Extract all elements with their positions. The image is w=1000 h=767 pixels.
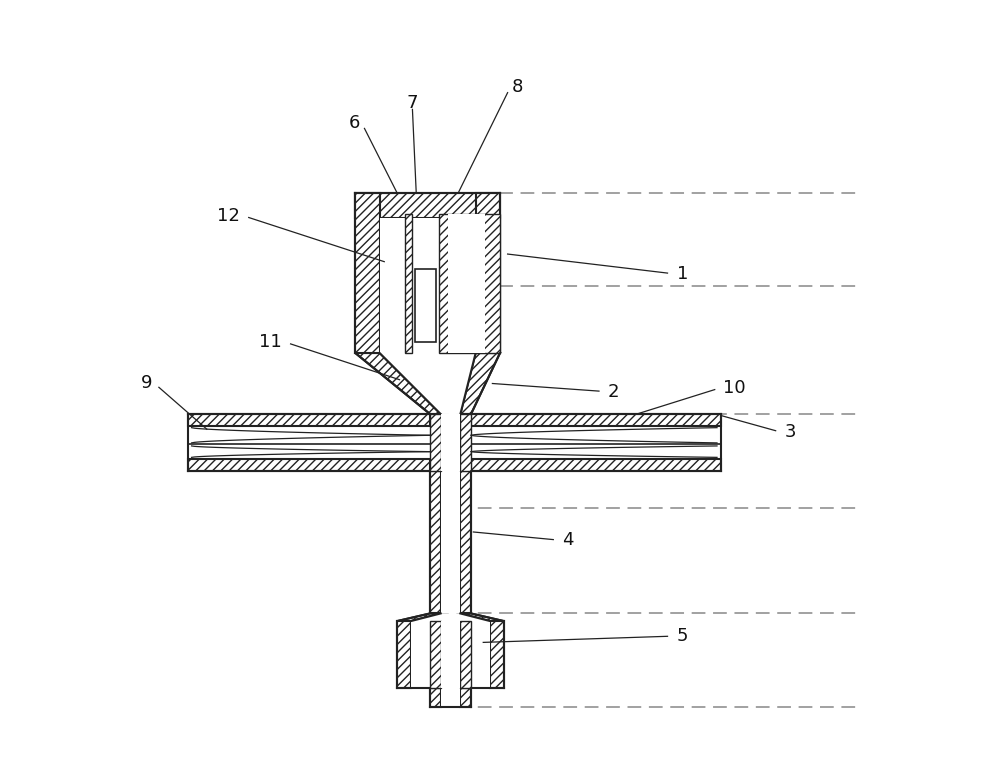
Polygon shape bbox=[460, 353, 500, 414]
Polygon shape bbox=[411, 614, 490, 621]
Bar bbox=[460, 621, 471, 688]
Bar bbox=[411, 621, 490, 688]
Text: 9: 9 bbox=[140, 374, 152, 392]
Bar bbox=[471, 414, 721, 426]
Bar bbox=[441, 621, 460, 688]
Bar bbox=[430, 688, 441, 707]
Bar bbox=[380, 218, 476, 353]
Bar bbox=[430, 621, 441, 688]
Bar bbox=[415, 269, 436, 341]
Text: 1: 1 bbox=[677, 265, 688, 283]
Text: 11: 11 bbox=[259, 333, 282, 351]
Bar bbox=[460, 471, 471, 614]
Bar bbox=[355, 193, 500, 218]
Bar bbox=[188, 414, 430, 426]
Bar bbox=[405, 214, 412, 353]
Text: 10: 10 bbox=[723, 379, 746, 397]
Polygon shape bbox=[355, 353, 441, 414]
Polygon shape bbox=[397, 614, 441, 621]
Polygon shape bbox=[460, 614, 504, 621]
Bar bbox=[188, 426, 430, 444]
Bar bbox=[471, 444, 721, 459]
Text: 5: 5 bbox=[677, 627, 688, 645]
Bar bbox=[448, 214, 485, 353]
Bar bbox=[397, 621, 411, 688]
Bar bbox=[490, 621, 504, 688]
Bar bbox=[476, 193, 500, 353]
Bar bbox=[471, 459, 721, 471]
Bar bbox=[439, 214, 500, 353]
Text: 6: 6 bbox=[349, 114, 360, 132]
Polygon shape bbox=[380, 353, 476, 414]
Text: 7: 7 bbox=[406, 94, 418, 112]
Text: 4: 4 bbox=[562, 532, 574, 549]
Bar bbox=[188, 444, 430, 459]
Bar bbox=[188, 459, 430, 471]
Bar bbox=[430, 414, 441, 471]
Bar bbox=[441, 471, 460, 614]
Bar bbox=[441, 688, 460, 707]
Text: 8: 8 bbox=[512, 78, 523, 96]
Text: 3: 3 bbox=[784, 423, 796, 441]
Text: 2: 2 bbox=[608, 383, 620, 400]
Bar bbox=[460, 688, 471, 707]
Text: 12: 12 bbox=[217, 206, 240, 225]
Bar bbox=[441, 414, 460, 471]
Bar bbox=[460, 414, 471, 471]
Bar bbox=[355, 193, 380, 353]
Bar bbox=[430, 471, 441, 614]
Bar bbox=[471, 426, 721, 444]
